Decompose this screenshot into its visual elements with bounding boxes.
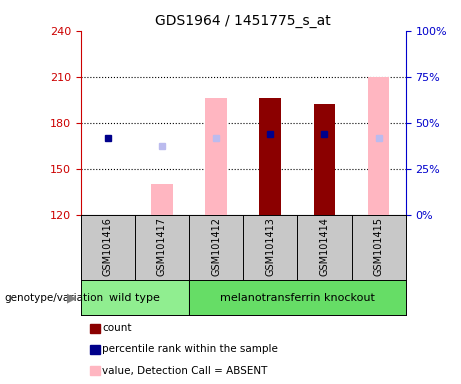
Bar (81, 280, 189, 315)
Text: value, Detection Call = ABSENT: value, Detection Call = ABSENT (102, 366, 268, 376)
Text: GSM101417: GSM101417 (157, 217, 167, 276)
Text: ▶: ▶ (67, 291, 77, 304)
Text: GSM101413: GSM101413 (265, 217, 275, 276)
Text: GSM101414: GSM101414 (319, 217, 330, 276)
Text: wild type: wild type (109, 293, 160, 303)
Bar (151, 184, 173, 215)
Bar (313, 104, 335, 215)
Text: GSM101412: GSM101412 (211, 217, 221, 276)
Text: GSM101416: GSM101416 (103, 217, 113, 276)
Text: percentile rank within the sample: percentile rank within the sample (102, 344, 278, 354)
Bar (368, 77, 390, 215)
Bar (189, 280, 406, 315)
Bar (260, 98, 281, 215)
Text: melanotransferrin knockout: melanotransferrin knockout (220, 293, 375, 303)
Bar (205, 98, 227, 215)
Text: genotype/variation: genotype/variation (5, 293, 104, 303)
Text: GSM101415: GSM101415 (373, 217, 384, 276)
Title: GDS1964 / 1451775_s_at: GDS1964 / 1451775_s_at (155, 14, 331, 28)
Text: count: count (102, 323, 132, 333)
